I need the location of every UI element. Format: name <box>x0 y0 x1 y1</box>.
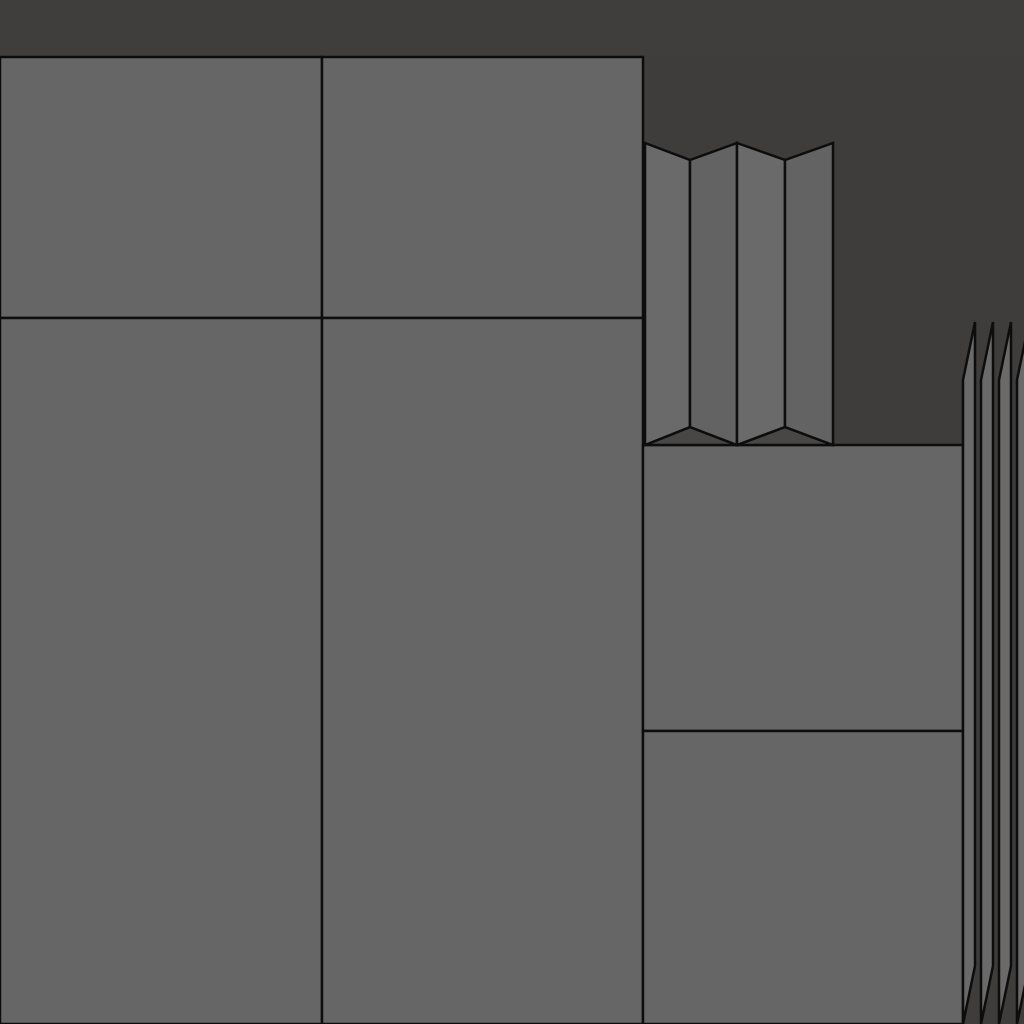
lower-right-shelf[interactable] <box>641 443 965 1024</box>
fin-3[interactable] <box>997 321 1013 1024</box>
fold-facet-1[interactable] <box>643 141 692 447</box>
header-band <box>0 0 1024 57</box>
fin-1[interactable] <box>961 321 977 1024</box>
fold-facet-3[interactable] <box>735 141 787 447</box>
fold-facet-2[interactable] <box>688 141 739 447</box>
panel-top-right[interactable] <box>320 55 645 320</box>
left-wall-panels[interactable] <box>0 55 645 1024</box>
accordion-fold-strip[interactable] <box>643 141 835 447</box>
fold-facet-4[interactable] <box>783 141 835 447</box>
panel-bottom-right[interactable] <box>320 316 645 1024</box>
right-edge-fin-array[interactable] <box>961 321 1024 1024</box>
panel-top-left[interactable] <box>0 55 324 320</box>
fin-2[interactable] <box>979 321 995 1024</box>
panel-bottom-left[interactable] <box>0 316 324 1024</box>
shelf-lower[interactable] <box>641 729 965 1024</box>
fin-4[interactable] <box>1015 322 1024 1024</box>
shelf-upper[interactable] <box>641 443 965 733</box>
